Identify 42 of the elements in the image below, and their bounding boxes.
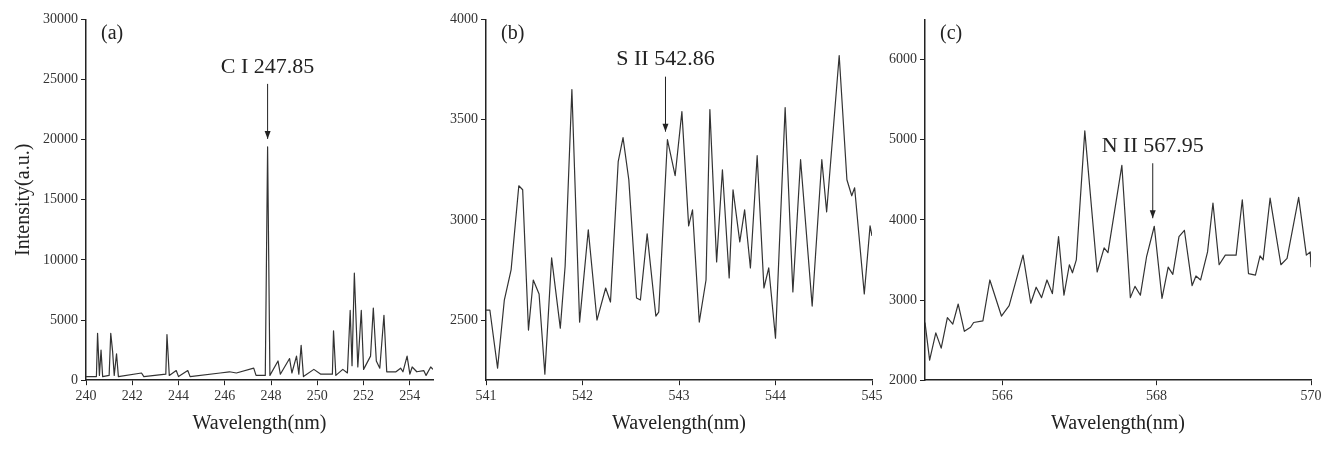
y-axis-title: Intensity(a.u.): [11, 143, 35, 256]
y-tick-label: 4000: [450, 11, 478, 27]
y-tick-label: 30000: [43, 11, 78, 27]
x-tick-label: 246: [214, 388, 236, 404]
y-tick-label: 4000: [889, 211, 917, 227]
y-tick-label: 2000: [889, 371, 917, 387]
y-tick-label: 6000: [889, 51, 917, 67]
x-tick-label: 242: [121, 388, 143, 404]
x-tick-label: 566: [991, 388, 1013, 404]
y-tick-label: 5000: [50, 311, 78, 327]
annotation: (a): [101, 20, 124, 44]
x-tick-label: 568: [1146, 388, 1168, 404]
x-axis-title: Wavelength(nm): [612, 411, 746, 435]
y-tick-label: 10000: [43, 251, 78, 267]
x-tick-label: 250: [306, 388, 328, 404]
annotation: C I 247.85: [220, 52, 315, 78]
x-tick-label: 248: [260, 388, 282, 404]
y-tick-label: 25000: [43, 71, 78, 87]
y-tick-label: 0: [71, 371, 78, 387]
x-tick-label: 544: [765, 388, 786, 404]
x-tick-label: 240: [75, 388, 97, 404]
annotation: N II 567.95: [1101, 132, 1204, 158]
x-tick-label: 252: [353, 388, 375, 404]
x-tick-label: 542: [572, 388, 593, 404]
x-tick-label: 541: [475, 388, 497, 404]
y-tick-label: 3000: [450, 211, 478, 227]
x-axis-title: Wavelength(nm): [192, 411, 327, 435]
x-axis-title: Wavelength(nm): [1051, 411, 1185, 435]
y-tick-label: 15000: [43, 191, 78, 207]
x-tick-label: 244: [168, 388, 190, 404]
x-tick-label: 545: [861, 388, 883, 404]
x-tick-label: 254: [399, 388, 421, 404]
y-tick-label: 5000: [889, 131, 917, 147]
y-tick-label: 2500: [450, 311, 478, 327]
y-tick-label: 3000: [889, 291, 917, 307]
y-tick-label: 3500: [450, 111, 478, 127]
annotation: (c): [940, 20, 963, 44]
x-tick-label: 543: [668, 388, 690, 404]
annotation: (b): [501, 20, 525, 44]
annotation: S II 542.86: [616, 45, 715, 71]
x-tick-label: 570: [1300, 388, 1322, 404]
y-tick-label: 20000: [43, 131, 78, 147]
